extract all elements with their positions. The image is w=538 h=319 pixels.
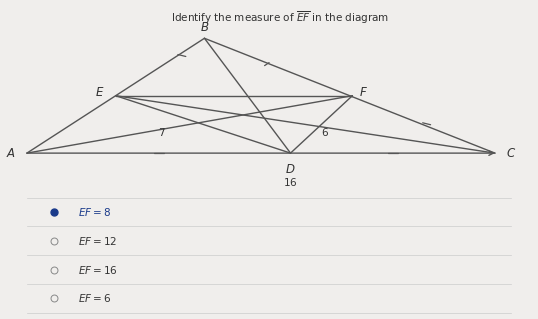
Text: $F$: $F$ — [359, 86, 367, 99]
Text: $6$: $6$ — [322, 126, 329, 138]
Text: $E$: $E$ — [95, 86, 104, 99]
Text: $EF = 12$: $EF = 12$ — [78, 235, 117, 247]
Text: $B$: $B$ — [200, 21, 209, 33]
Text: $16$: $16$ — [283, 176, 298, 188]
Text: $D$: $D$ — [285, 163, 296, 175]
Text: $7$: $7$ — [158, 126, 165, 138]
Text: $A$: $A$ — [6, 147, 16, 160]
Text: $EF = 8$: $EF = 8$ — [78, 206, 111, 218]
Text: Identify the measure of $\overline{EF}$ in the diagram: Identify the measure of $\overline{EF}$ … — [171, 10, 389, 26]
Text: $C$: $C$ — [506, 147, 516, 160]
Text: $EF = 16$: $EF = 16$ — [78, 263, 118, 276]
Text: $EF = 6$: $EF = 6$ — [78, 292, 111, 304]
